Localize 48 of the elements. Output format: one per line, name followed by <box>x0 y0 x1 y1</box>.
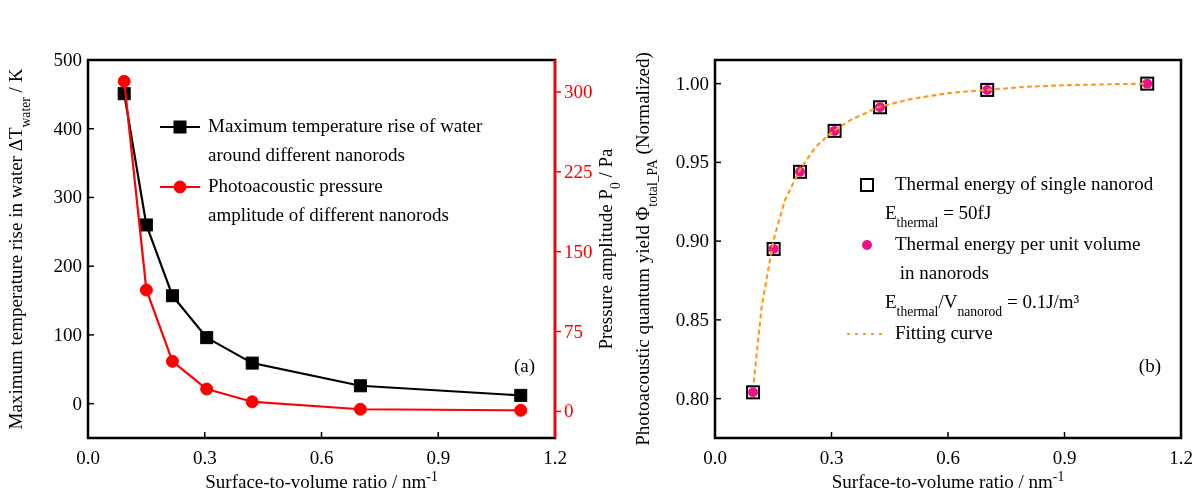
annotation: (b) <box>1138 355 1161 377</box>
legend-label: Photoacoustic pressure amplitude of different nanorods <box>208 175 449 225</box>
x-tick-label: 1.2 <box>543 447 567 468</box>
x-tick-label: 0.6 <box>936 447 960 468</box>
annotation: (a) <box>513 355 535 377</box>
legend-label: Fitting curve <box>895 322 993 343</box>
y-tick-label: 0.85 <box>675 308 709 330</box>
y-tick-label: 0.80 <box>675 387 709 409</box>
y-tick-label: 100 <box>53 323 82 345</box>
legend-label: Thermal energy of single nanorod E$_{thermal}$ = 50fJ <box>885 173 1154 230</box>
x-axis-title: Surface-to-volume ratio / nm$^{-1}$ <box>205 468 438 492</box>
y-tick-label: 300 <box>53 186 82 208</box>
point <box>165 354 179 368</box>
point <box>200 382 214 396</box>
x-tick-label: 1.2 <box>1169 447 1193 468</box>
x-tick-label: 0.0 <box>703 447 727 468</box>
x-tick-label: 0.9 <box>426 447 451 468</box>
y-tick-label: 200 <box>53 255 82 277</box>
point <box>245 356 259 370</box>
y-tick-label: 0.95 <box>675 151 709 173</box>
point <box>245 395 259 409</box>
legend-label: Thermal energy per unit volume in nanorods E$_{thermal}$/V$_{nanorod}$ = 0.1J/m³ <box>885 233 1141 319</box>
y-tick-label: 500 <box>53 49 82 70</box>
y2-tick-label: 0 <box>564 400 574 422</box>
point <box>139 218 153 232</box>
x-tick-label: 0.3 <box>819 447 844 468</box>
point <box>353 379 367 393</box>
point <box>165 289 179 303</box>
x-tick-label: 0.0 <box>76 447 100 468</box>
point <box>514 403 528 417</box>
legend-label: Maximum temperature rise of water around different nanorods <box>208 115 484 165</box>
point <box>353 402 367 416</box>
point <box>514 388 528 402</box>
y2-tick-label: 300 <box>564 80 593 102</box>
x-tick-label: 0.9 <box>1052 447 1077 468</box>
point <box>139 283 153 297</box>
y2-tick-label: 150 <box>564 240 593 262</box>
y-tick-label: 400 <box>53 117 82 139</box>
y2-tick-label: 225 <box>564 160 593 182</box>
y-tick-label: 0 <box>72 392 82 414</box>
x-axis-title: Surface-to-volume ratio / nm$^{-1}$ <box>831 468 1065 492</box>
y2-tick-label: 75 <box>564 320 583 342</box>
point <box>200 331 214 345</box>
point <box>117 74 131 88</box>
x-tick-label: 0.3 <box>192 447 217 468</box>
x-tick-label: 0.6 <box>309 447 334 468</box>
y-tick-label: 1.00 <box>675 72 709 94</box>
y-tick-label: 0.90 <box>675 230 709 252</box>
